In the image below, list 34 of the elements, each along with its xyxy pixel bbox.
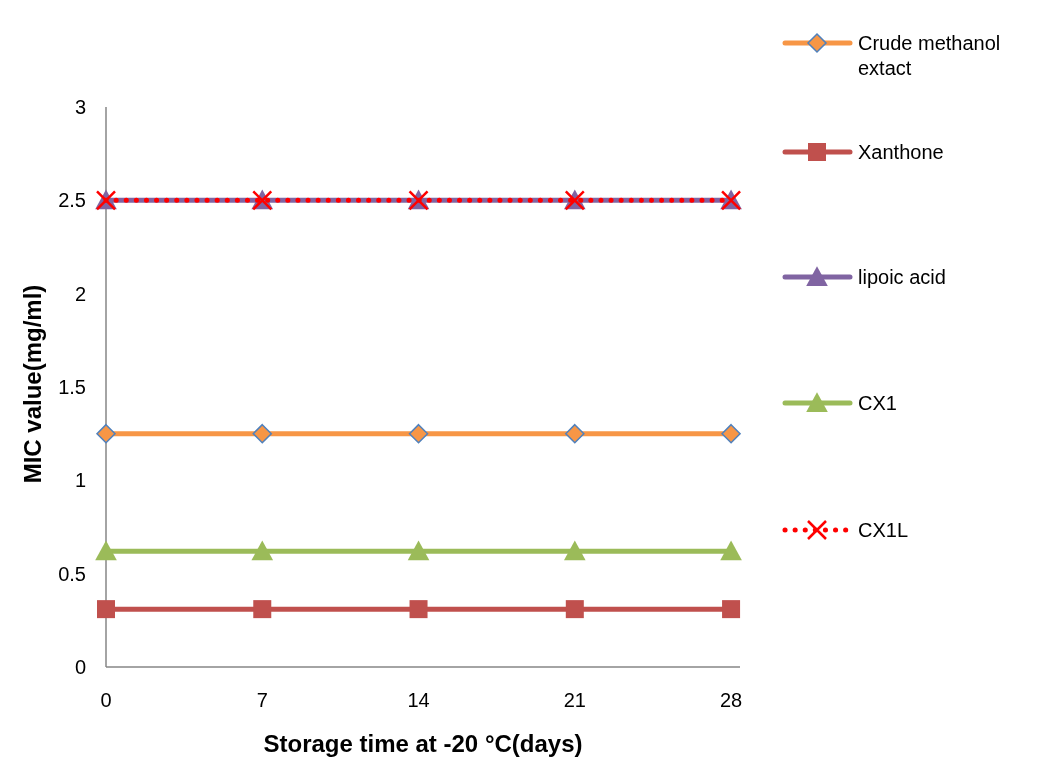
x-axis-title: Storage time at -20 °C(days) (263, 730, 583, 757)
legend-label: CX1L (858, 519, 909, 541)
x-tick-label: 14 (407, 689, 430, 711)
point (251, 540, 274, 561)
point (96, 423, 116, 444)
point (720, 540, 742, 561)
point (407, 540, 430, 561)
x-tick-label: 0 (100, 689, 112, 711)
y-tick-label: 3 (74, 96, 86, 118)
x-tick-label: 28 (719, 689, 743, 711)
point (95, 540, 117, 561)
legend-label: CX1 (858, 392, 897, 414)
point (408, 423, 429, 444)
point (721, 423, 741, 444)
point (722, 600, 741, 619)
point (565, 423, 585, 444)
legend-label: lipoic acid (858, 266, 946, 288)
point (565, 600, 584, 619)
point (97, 600, 115, 619)
point (253, 600, 272, 619)
legend-label: Xanthone (858, 141, 944, 163)
y-tick-label: 0 (74, 656, 86, 678)
y-tick-label: 2.5 (58, 189, 86, 212)
x-tick-label: 21 (563, 689, 586, 711)
y-tick-label: 0.5 (58, 562, 86, 585)
legend-label: Crude methanol extact (858, 32, 1001, 79)
y-axis-title: MIC value(mg/ml) (19, 284, 46, 484)
y-tick-label: 1.5 (58, 376, 86, 398)
y-tick-label: 2 (74, 282, 86, 305)
point (252, 423, 273, 444)
y-tick-label: 1 (74, 469, 86, 492)
x-tick-label: 7 (256, 689, 268, 711)
point (409, 600, 428, 619)
point (564, 540, 586, 561)
